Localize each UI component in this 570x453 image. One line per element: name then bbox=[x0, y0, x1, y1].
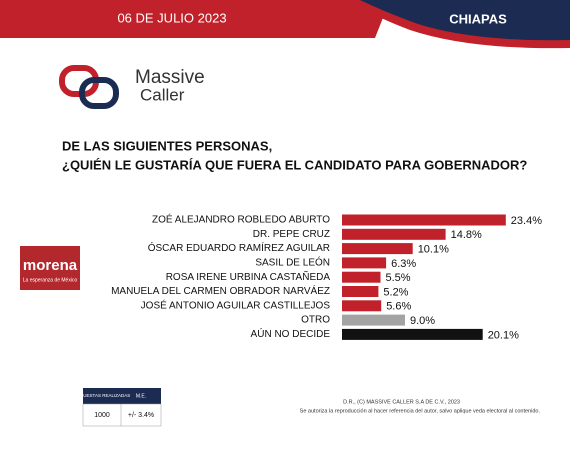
chart-title: DE LAS SIGUIENTES PERSONAS, bbox=[62, 138, 272, 153]
footer-text: Se autoriza la reproducción al hacer ref… bbox=[300, 408, 541, 414]
bar bbox=[342, 271, 381, 283]
bar bbox=[342, 314, 405, 326]
bar bbox=[342, 214, 506, 226]
category-label: ÓSCAR EDUARDO RAMÍREZ AGUILAR bbox=[148, 241, 330, 254]
table-body bbox=[82, 403, 162, 427]
header-region-shape bbox=[360, 0, 570, 41]
bar bbox=[342, 328, 483, 340]
table-header-cell: ENCUESTAS REALIZADAS bbox=[74, 393, 130, 398]
category-label: ZOÉ ALEJANDRO ROBLEDO ABURTO bbox=[152, 213, 330, 226]
bar bbox=[342, 228, 446, 240]
category-label: SASIL DE LEÓN bbox=[255, 256, 330, 269]
party-tagline: La esperanza de México bbox=[23, 277, 78, 283]
logo-icon bbox=[59, 65, 119, 109]
party-logo bbox=[20, 246, 80, 290]
category-label: JOSÉ ANTONIO AGUILAR CASTILLEJOS bbox=[141, 298, 331, 311]
table-cell: 1000 bbox=[94, 412, 110, 419]
logo-text: Massive bbox=[135, 67, 205, 88]
value-label: 14.8% bbox=[451, 229, 482, 241]
header-band bbox=[0, 0, 390, 38]
bar bbox=[342, 257, 387, 269]
category-label: OTRO bbox=[301, 315, 330, 326]
table-header-cell: M.E. bbox=[136, 393, 146, 399]
bar bbox=[342, 300, 382, 312]
category-label: DR. PEPE CRUZ bbox=[253, 229, 330, 240]
bar bbox=[342, 243, 413, 255]
header-date: 06 DE JULIO 2023 bbox=[117, 10, 226, 25]
value-label: 5.5% bbox=[386, 272, 411, 284]
value-label: 23.4% bbox=[511, 215, 542, 227]
value-label: 6.3% bbox=[391, 258, 416, 270]
category-label: ROSA IRENE URBINA CASTAÑEDA bbox=[166, 270, 331, 283]
footer-text: D.R., (C) MASSIVE CALLER S.A DE C.V., 20… bbox=[343, 399, 460, 405]
value-label: 5.6% bbox=[386, 301, 411, 313]
value-label: 9.0% bbox=[410, 315, 435, 327]
header-region: CHIAPAS bbox=[449, 11, 507, 26]
category-label: MANUELA DEL CARMEN OBRADOR NARVÁEZ bbox=[111, 284, 330, 297]
chart-title: ¿QUIÉN LE GUSTARÍA QUE FUERA EL CANDIDAT… bbox=[62, 157, 527, 172]
table-header bbox=[83, 388, 161, 404]
logo-text: Caller bbox=[140, 85, 185, 104]
value-label: 10.1% bbox=[418, 244, 449, 256]
bar bbox=[342, 286, 379, 297]
value-label: 20.1% bbox=[488, 329, 519, 341]
category-label: AÚN NO DECIDE bbox=[251, 327, 331, 340]
party-name: morena bbox=[23, 257, 78, 274]
table-cell: +/- 3.4% bbox=[128, 412, 154, 419]
value-label: 5.2% bbox=[383, 286, 408, 298]
